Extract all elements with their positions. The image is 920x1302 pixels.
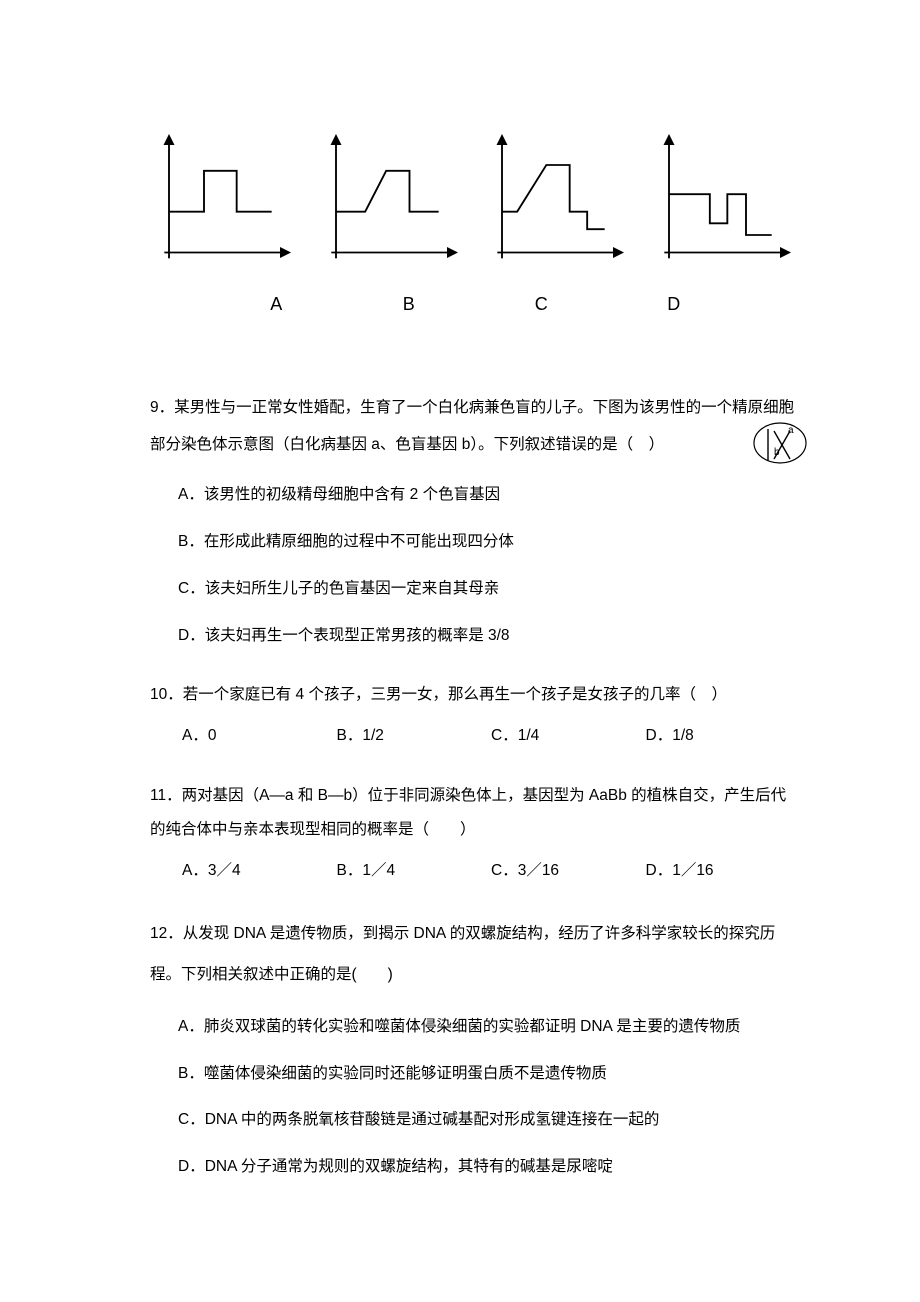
q10-stem: 10．若一个家庭已有 4 个孩子，三男一女，那么再生一个孩子是女孩子的几率（ ） xyxy=(150,678,800,712)
chromosome-diagram-icon: a b xyxy=(750,419,810,485)
chart-d xyxy=(650,130,800,270)
q10-option-c[interactable]: C．1/4 xyxy=(491,724,646,749)
q9-option-d[interactable]: D．该夫妇再生一个表现型正常男孩的概率是 3/8 xyxy=(150,624,800,649)
q12-option-a[interactable]: A．肺炎双球菌的转化实验和噬菌体侵染细菌的实验都证明 DNA 是主要的遗传物质 xyxy=(150,1015,800,1040)
q9-option-b[interactable]: B．在形成此精原细胞的过程中不可能出现四分体 xyxy=(150,530,800,555)
q10-option-a[interactable]: A．0 xyxy=(182,724,337,749)
chart-label-a: A xyxy=(210,290,343,319)
chart-labels-row: A B C D xyxy=(150,290,800,319)
q11-option-b[interactable]: B．1／4 xyxy=(337,859,492,884)
q12-stem: 12．从发现 DNA 是遗传物质，到揭示 DNA 的双螺旋结构，经历了许多科学家… xyxy=(150,914,800,995)
q12-options: A．肺炎双球菌的转化实验和噬菌体侵染细菌的实验都证明 DNA 是主要的遗传物质 … xyxy=(150,1015,800,1180)
q9-options: A．该男性的初级精母细胞中含有 2 个色盲基因 B．在形成此精原细胞的过程中不可… xyxy=(150,483,800,648)
q10-options: A．0 B．1/2 C．1/4 D．1/8 xyxy=(150,724,800,749)
question-10: 10．若一个家庭已有 4 个孩子，三男一女，那么再生一个孩子是女孩子的几率（ ）… xyxy=(150,678,800,749)
q9-stem-text: 9．某男性与一正常女性婚配，生育了一个白化病兼色盲的儿子。下图为该男性的一个精原… xyxy=(150,399,794,453)
q11-option-c[interactable]: C．3／16 xyxy=(491,859,646,884)
svg-text:b: b xyxy=(774,447,780,458)
q12-option-d[interactable]: D．DNA 分子通常为规则的双螺旋结构，其特有的碱基是尿嘧啶 xyxy=(150,1155,800,1180)
q10-option-b[interactable]: B．1/2 xyxy=(337,724,492,749)
q11-option-d[interactable]: D．1／16 xyxy=(646,859,801,884)
chart-label-d: D xyxy=(608,290,741,319)
charts-row xyxy=(150,130,800,270)
q11-stem: 11．两对基因（A—a 和 B—b）位于非同源染色体上，基因型为 AaBb 的植… xyxy=(150,779,800,847)
q9-stem: 9．某男性与一正常女性婚配，生育了一个白化病兼色盲的儿子。下图为该男性的一个精原… xyxy=(150,389,800,463)
chart-label-b: B xyxy=(343,290,476,319)
svg-text:a: a xyxy=(788,425,794,436)
q10-option-d[interactable]: D．1/8 xyxy=(646,724,801,749)
q11-options: A．3／4 B．1／4 C．3／16 D．1／16 xyxy=(150,859,800,884)
chart-b xyxy=(317,130,467,270)
chart-a xyxy=(150,130,300,270)
chart-label-c: C xyxy=(475,290,608,319)
chart-c xyxy=(483,130,633,270)
q9-option-c[interactable]: C．该夫妇所生儿子的色盲基因一定来自其母亲 xyxy=(150,577,800,602)
q12-option-b[interactable]: B．噬菌体侵染细菌的实验同时还能够证明蛋白质不是遗传物质 xyxy=(150,1062,800,1087)
question-9: 9．某男性与一正常女性婚配，生育了一个白化病兼色盲的儿子。下图为该男性的一个精原… xyxy=(150,389,800,649)
q9-option-a[interactable]: A．该男性的初级精母细胞中含有 2 个色盲基因 xyxy=(150,483,800,508)
q12-option-c[interactable]: C．DNA 中的两条脱氧核苷酸链是通过碱基配对形成氢键连接在一起的 xyxy=(150,1108,800,1133)
question-12: 12．从发现 DNA 是遗传物质，到揭示 DNA 的双螺旋结构，经历了许多科学家… xyxy=(150,914,800,1180)
question-11: 11．两对基因（A—a 和 B—b）位于非同源染色体上，基因型为 AaBb 的植… xyxy=(150,779,800,884)
q11-option-a[interactable]: A．3／4 xyxy=(182,859,337,884)
